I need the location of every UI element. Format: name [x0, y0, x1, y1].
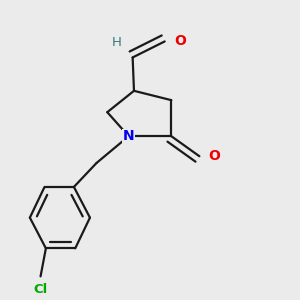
Text: O: O — [174, 34, 186, 48]
Text: H: H — [112, 36, 122, 50]
Text: N: N — [123, 129, 134, 143]
Text: O: O — [209, 149, 220, 163]
Text: Cl: Cl — [33, 283, 48, 296]
